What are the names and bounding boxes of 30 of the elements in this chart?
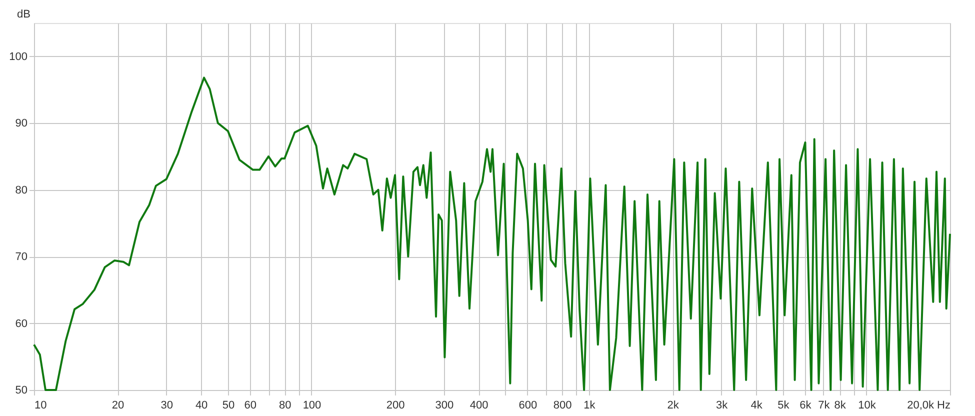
x-tick-label: 7k bbox=[818, 400, 830, 412]
x-tick-label: 400 bbox=[470, 400, 488, 412]
x-tick-label: 200 bbox=[386, 400, 405, 412]
x-tick-label: 20 bbox=[112, 400, 124, 412]
x-tick-label: 600 bbox=[518, 400, 538, 412]
x-tick-label: 300 bbox=[435, 400, 454, 412]
y-tick-label: 90 bbox=[15, 118, 28, 130]
x-tick-label: 8k bbox=[834, 400, 846, 412]
x-tick-label: 2k bbox=[667, 400, 680, 412]
y-tick-label: 50 bbox=[15, 384, 28, 396]
y-tick-label: 60 bbox=[15, 318, 28, 330]
x-tick-label: 30 bbox=[160, 400, 174, 412]
x-tick-label: 10 bbox=[34, 400, 47, 412]
x-tick-label: 10k bbox=[858, 400, 876, 412]
y-tick-label: 80 bbox=[15, 184, 28, 196]
y-tick-label: 100 bbox=[9, 50, 28, 63]
x-tick-label: 800 bbox=[553, 400, 572, 412]
y-axis-title: dB bbox=[17, 8, 30, 20]
x-tick-label: 100 bbox=[302, 400, 322, 412]
x-tick-label: 20,0k Hz bbox=[907, 400, 950, 412]
x-tick-label: 6k bbox=[800, 400, 812, 412]
x-tick-label: 5k bbox=[778, 400, 790, 412]
x-tick-label: 40 bbox=[195, 400, 208, 412]
x-tick-label: 80 bbox=[278, 400, 292, 412]
x-tick-label: 3k bbox=[716, 400, 728, 412]
x-tick-label: 60 bbox=[244, 400, 257, 412]
x-tick-label: 4k bbox=[750, 400, 763, 412]
x-tick-label: 1k bbox=[584, 400, 596, 412]
y-tick-label: 70 bbox=[15, 251, 28, 264]
x-tick-label: 50 bbox=[222, 400, 235, 412]
